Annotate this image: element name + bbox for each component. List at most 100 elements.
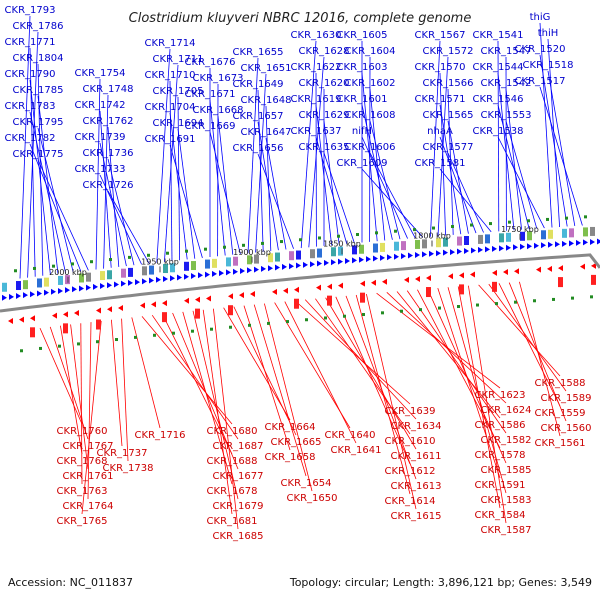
reverse-connector (468, 285, 507, 524)
forward-connector (103, 94, 109, 269)
forward-feature-block (317, 248, 322, 258)
forward-arrow (520, 243, 525, 250)
reverse-connector (304, 299, 417, 420)
reverse-arrow (514, 268, 519, 275)
marker-square (489, 222, 492, 226)
forward-feature-block (352, 245, 357, 255)
forward-arrow (16, 293, 21, 300)
forward-arrow (317, 260, 322, 267)
marker-square (590, 295, 593, 299)
forward-gene-label: CKR_1620 (299, 78, 350, 89)
forward-arrow (338, 258, 343, 265)
forward-arrow (541, 242, 546, 249)
forward-feature-block (275, 252, 280, 262)
forward-feature-block (170, 263, 175, 273)
reverse-feature-block (30, 327, 35, 338)
forward-feature-block (205, 259, 210, 269)
forward-feature-block (436, 238, 441, 248)
marker-square (400, 309, 403, 313)
reverse-gene-label: CKR_1615 (391, 511, 442, 522)
forward-arrow (331, 259, 336, 266)
reverse-gene-label: CKR_1650 (287, 493, 338, 504)
reverse-gene-label: CKR_1654 (281, 478, 332, 489)
reverse-connector (315, 298, 411, 435)
kbp-ticks: 2000 kbp 1950 kbp 1900 kbp 1850 kbp 1800 kbp… (49, 225, 539, 283)
reverse-gene-label: CKR_1611 (391, 451, 442, 462)
forward-feature-block (79, 273, 84, 283)
forward-gene-label: CKR_1608 (345, 110, 396, 121)
forward-arrow (464, 247, 469, 254)
forward-connector (99, 110, 112, 268)
reverse-gene-label: CKR_1640 (325, 430, 376, 441)
reverse-arrow (140, 302, 145, 309)
reverse-gene-label: CKR_1588 (535, 378, 586, 389)
forward-feature-block (128, 267, 133, 277)
forward-arrow (170, 275, 175, 282)
reverse-arrow (74, 310, 79, 317)
forward-feature-block (191, 261, 196, 271)
reverse-feature-block (591, 274, 596, 285)
reverse-gene-label: CKR_1612 (385, 466, 436, 477)
reverse-connector (355, 294, 411, 495)
reverse-connector (457, 286, 501, 509)
forward-gene-label: CKR_1673 (193, 73, 244, 84)
forward-connector (300, 40, 317, 249)
reverse-gene-label: CKR_1737 (97, 448, 148, 459)
reverse-connector (121, 318, 129, 462)
marker-square (362, 313, 365, 317)
reverse-gene-label: CKR_1687 (213, 441, 264, 452)
marker-square (286, 320, 289, 324)
marker-square (419, 308, 422, 312)
forward-connector (29, 47, 36, 277)
reverse-gene-label: CKR_1610 (385, 436, 436, 447)
reverse-gene-label: CKR_1591 (475, 480, 526, 491)
forward-connector (437, 56, 449, 237)
genome-backbone (0, 253, 600, 313)
reverse-gene-label: CKR_1716 (135, 430, 186, 441)
reverse-arrow (52, 312, 57, 319)
marker-square (394, 229, 397, 233)
forward-arrow (23, 292, 28, 299)
forward-gene-label: CKR_1714 (145, 38, 196, 49)
gene-labels: CKR_1793 CKR_1786 CKR_1771 CKR_1804 CKR_1790… (5, 5, 592, 542)
forward-arrow (261, 265, 266, 272)
marker-square (356, 233, 359, 237)
forward-feature-block (499, 233, 504, 243)
marker-square (109, 258, 112, 262)
forward-connector (505, 120, 538, 229)
reverse-arrow (404, 276, 409, 283)
forward-feature-block (289, 251, 294, 261)
forward-feature-block (583, 227, 588, 237)
reverse-gene-label: CKR_1589 (541, 393, 592, 404)
marker-square (438, 306, 441, 310)
marker-square (324, 316, 327, 320)
forward-arrow (121, 280, 126, 287)
forward-gene-label: CKR_1635 (299, 142, 350, 153)
forward-connector (255, 73, 267, 253)
forward-arrow (177, 274, 182, 281)
reverse-arrow (459, 272, 464, 279)
forward-gene-label: CKR_1606 (345, 142, 396, 153)
forward-feature-block (373, 243, 378, 253)
forward-feature-block (569, 228, 574, 238)
forward-gene-label: CKR_1676 (185, 57, 236, 68)
reverse-gene-label: CKR_1561 (535, 438, 586, 449)
reverse-gene-label: CKR_1760 (57, 426, 108, 437)
reverse-gene-label: CKR_1680 (207, 426, 258, 437)
marker-square (204, 247, 207, 251)
forward-connector (497, 40, 500, 232)
forward-feature-block (541, 230, 546, 240)
forward-gene-label: CKR_1581 (415, 158, 466, 169)
forward-arrow (107, 282, 112, 289)
forward-connector (257, 89, 264, 252)
reverse-gene-label: CKR_1764 (63, 501, 114, 512)
reverse-gene-label: CKR_1738 (103, 463, 154, 474)
feature-tracks (2, 215, 600, 353)
forward-arrow (310, 261, 315, 268)
forward-feature-block (149, 265, 154, 275)
forward-arrow (499, 245, 504, 252)
forward-gene-label: CKR_1572 (423, 46, 474, 57)
marker-square (457, 305, 460, 309)
forward-gene-label: CKR_1602 (345, 78, 396, 89)
forward-feature-block (485, 234, 490, 244)
